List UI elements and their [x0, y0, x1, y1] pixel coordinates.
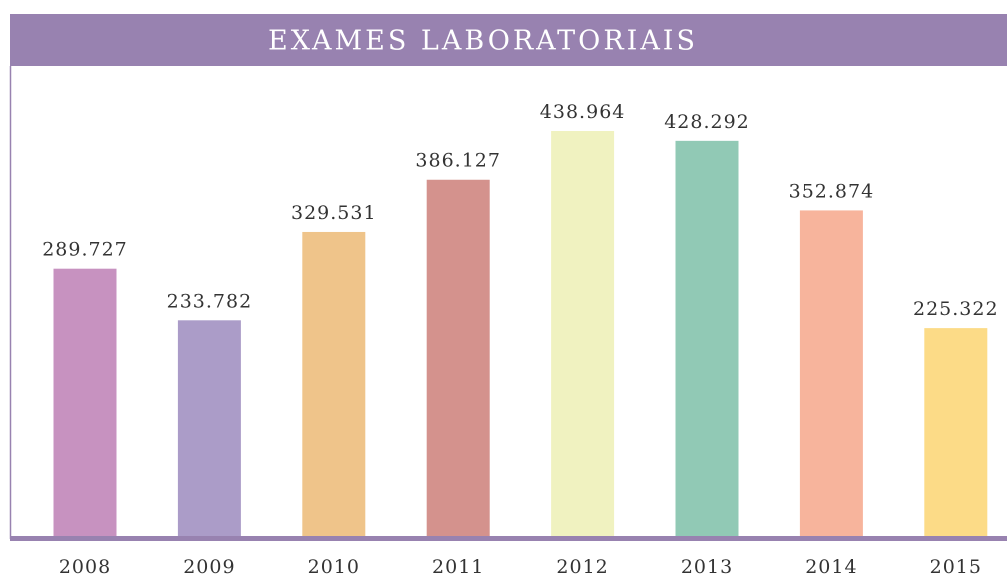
bar	[302, 231, 366, 537]
value-label: 289.727	[42, 239, 128, 261]
bar	[799, 210, 863, 536]
x-tick-label: 2011	[432, 556, 484, 578]
bar	[53, 268, 117, 536]
value-label: 233.782	[167, 290, 253, 312]
bar	[675, 140, 739, 537]
value-label: 438.964	[540, 101, 626, 123]
value-label: 225.322	[913, 298, 999, 320]
x-tick-label: 2015	[930, 556, 982, 578]
bar	[177, 320, 241, 536]
x-tick-label: 2009	[183, 556, 235, 578]
title-bar	[10, 14, 1007, 66]
x-tick-label: 2008	[59, 556, 111, 578]
value-label: 386.127	[415, 150, 501, 172]
chart-title: EXAMES LABORATORIAIS	[268, 26, 698, 57]
value-label: 352.874	[789, 180, 875, 202]
value-label: 329.531	[291, 202, 377, 224]
bar	[551, 131, 615, 536]
x-tick-label: 2010	[308, 556, 360, 578]
x-tick-label: 2012	[556, 556, 608, 578]
value-label: 428.292	[664, 111, 750, 133]
x-tick-label: 2013	[681, 556, 733, 578]
bar	[426, 179, 490, 536]
x-tick-label: 2014	[805, 556, 857, 578]
baseline	[10, 536, 1007, 541]
bar	[924, 328, 988, 536]
